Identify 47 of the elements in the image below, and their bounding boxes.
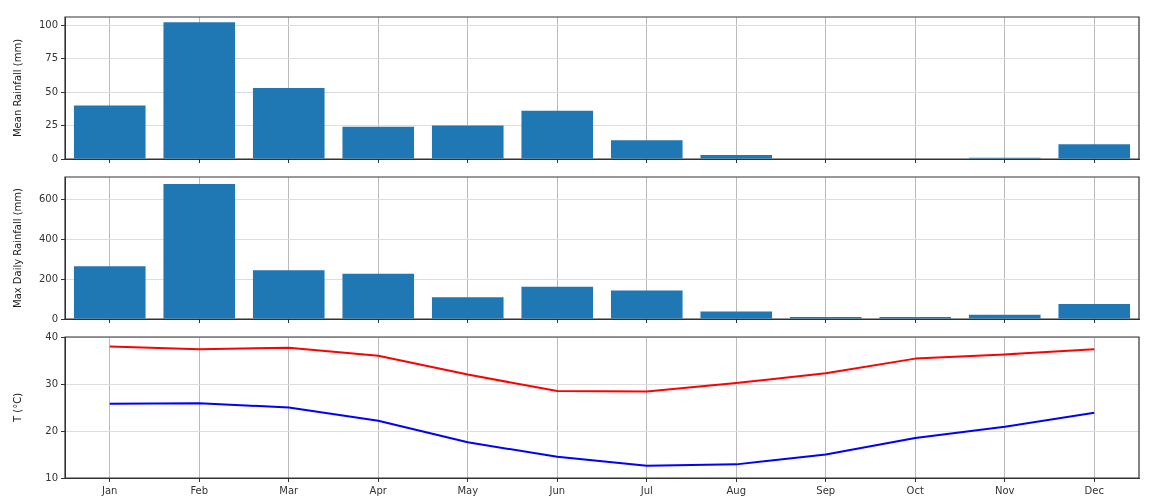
bar [968,314,1041,319]
bar [431,125,504,159]
y-tick-label: 40 [45,330,58,342]
bar [610,290,683,319]
y-tick-label: 400 [38,233,58,245]
x-tick-label: Mar [279,484,300,496]
bar [252,270,325,319]
bar [252,88,325,159]
x-tick-label: Jun [548,484,566,496]
y-tick-label: 100 [38,18,58,30]
y-tick-label: 0 [51,152,58,164]
bar [431,297,504,319]
y-tick-label: 30 [45,377,58,389]
bar [1058,144,1131,159]
bar [700,311,773,319]
x-tick-label: May [457,484,479,496]
x-tick-label: Jul [639,484,653,496]
bar [1058,304,1131,319]
y-tick-label: 75 [45,52,58,64]
bar [163,22,236,159]
bar [521,110,594,159]
y-tick-label: 20 [45,424,58,436]
y-tick-label: 25 [45,119,58,131]
y-tick-label: 0 [51,312,58,324]
bar [700,154,773,159]
y-tick-label: 200 [38,272,58,284]
y-tick-label: 600 [38,193,58,205]
x-tick-label: Jan [101,484,118,496]
y-axis-title: Max Daily Rainfall (mm) [11,187,23,308]
y-tick-label: 10 [45,471,58,483]
x-tick-label: Dec [1084,484,1104,496]
bar [521,286,594,319]
bar [342,273,415,319]
bar [163,183,236,319]
x-tick-label: Sep [816,484,836,496]
bar [73,105,146,159]
x-tick-label: Apr [369,484,388,496]
y-tick-label: 50 [45,85,58,97]
x-tick-label: Aug [726,484,747,496]
bar [342,126,415,159]
bar [73,266,146,319]
bar [610,140,683,159]
y-axis-title: T (°C) [11,392,23,424]
y-axis-title: Mean Rainfall (mm) [11,38,23,138]
x-tick-label: Oct [906,484,924,496]
x-tick-label: Nov [994,484,1015,496]
x-tick-label: Feb [190,484,209,496]
